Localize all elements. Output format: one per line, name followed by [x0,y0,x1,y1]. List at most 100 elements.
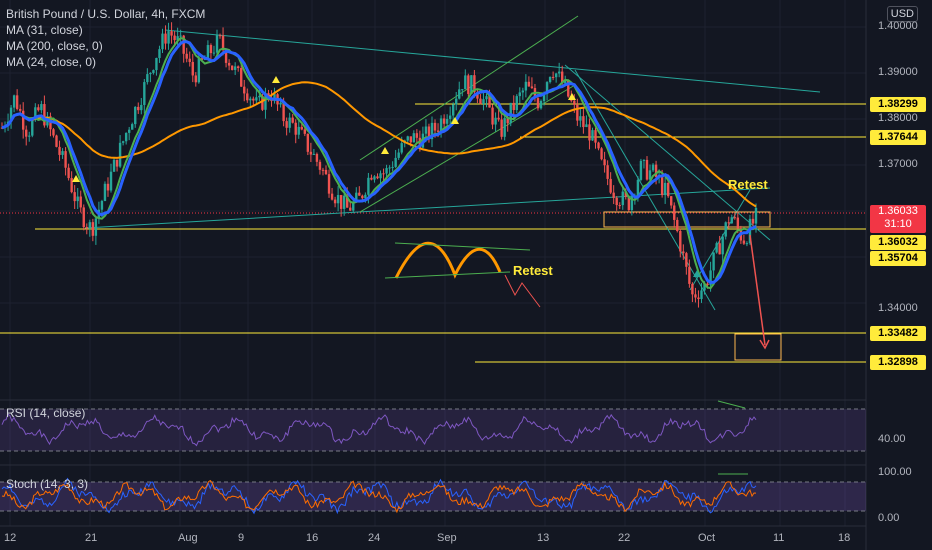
candle-body [94,218,98,236]
candle-body [706,283,709,285]
price-label: 1.40000 [878,20,918,32]
ma-24-line [1,37,757,290]
time-label: Sep [437,532,457,544]
candle-body [209,45,213,54]
candle-body [52,129,55,136]
candle-body [40,104,43,111]
candle-body [191,61,194,76]
grid-lines [0,0,866,526]
candle-body [103,183,107,201]
candle-body [685,253,688,267]
candle-body [140,104,143,111]
ma-31-legend[interactable]: MA (31, close) [6,23,83,37]
candle-body [476,92,479,99]
candle-body [730,217,733,224]
candle-body [412,133,416,143]
candle-body [285,121,288,128]
candle-body [576,104,579,121]
candle-body [109,171,113,191]
candle-body [34,107,37,120]
candle-body [346,195,349,208]
candle-body [212,52,216,54]
candle-body [579,116,582,121]
candle-body [697,297,700,300]
candle-body [112,159,116,172]
ma-24-legend[interactable]: MA (24, close, 0) [6,55,97,69]
candle-body [742,240,746,244]
candle-body [745,243,749,245]
candle-body [79,196,82,208]
candle-body [561,71,564,84]
chart-legend: British Pound / U.S. Dollar, 4h, FXCM MA… [6,6,205,70]
candle-body [152,70,155,73]
retest-label-top: Retest [728,177,768,192]
candle-body [382,173,385,175]
candle-body [394,157,397,167]
price-label: 1.34000 [878,302,918,314]
candle-body [58,146,61,155]
candle-body [585,124,588,128]
candle-body [676,219,679,232]
time-label: 21 [85,532,98,544]
candle-body [376,176,379,179]
candle-body [146,74,149,83]
neckline-top-small [394,242,531,251]
candle-body [582,116,585,128]
candle-body [673,205,676,220]
candle-body [557,71,561,74]
stoch-axis-label: 0.00 [878,512,900,524]
candle-body [143,82,146,105]
candle-body [621,191,624,206]
candle-body [179,35,182,37]
marker-triangle-5 [568,93,576,100]
candle-body [615,197,618,206]
current-price: 1.36033 [878,205,918,217]
candle-body [367,177,370,195]
rsi-label[interactable]: RSI (14, close) [6,406,86,420]
level-tag: 1.33482 [870,326,926,341]
candle-body [521,90,525,93]
candle-body [464,75,467,90]
candle-body [349,207,352,211]
candle-body [448,115,452,119]
candle-body [436,130,440,132]
marker-triangle-1 [72,175,80,182]
marker-triangle-6 [693,270,701,277]
candle-body [670,196,673,206]
candle-body [170,31,173,36]
current-price-tag: 1.36033 31:10 [870,205,926,233]
ma-200-legend[interactable]: MA (200, close, 0) [6,39,103,53]
candle-body [261,95,264,110]
time-label: Aug [178,532,198,544]
candle-body [539,100,543,109]
level-tag: 1.32898 [870,355,926,370]
currency-badge[interactable]: USD [886,6,918,22]
candle-body [391,166,394,168]
candle-body [712,252,715,271]
candle-body [718,243,721,255]
candle-body [294,122,297,135]
candle-body [545,82,549,95]
candle-body [43,104,46,126]
candle-body [297,126,300,135]
stoch-k-line [1,477,757,515]
candle-body [73,192,76,202]
candle-body [230,65,234,70]
candle-body [227,62,231,66]
candle-body [467,75,470,94]
candle-body [479,98,482,104]
candle-body [594,130,597,143]
candle-body [282,102,285,122]
stoch-label[interactable]: Stoch (14, 3, 3) [6,477,89,491]
level-tag: 1.37644 [870,130,926,145]
candle-body [573,100,576,105]
candle-body [564,80,567,84]
candle-body [527,81,531,87]
candle-body [336,195,340,204]
stoch-axis-label: 100.00 [878,466,912,478]
candle-body [666,182,670,197]
candle-body [131,124,134,130]
candle-body [258,95,261,98]
candle-body [61,151,64,155]
